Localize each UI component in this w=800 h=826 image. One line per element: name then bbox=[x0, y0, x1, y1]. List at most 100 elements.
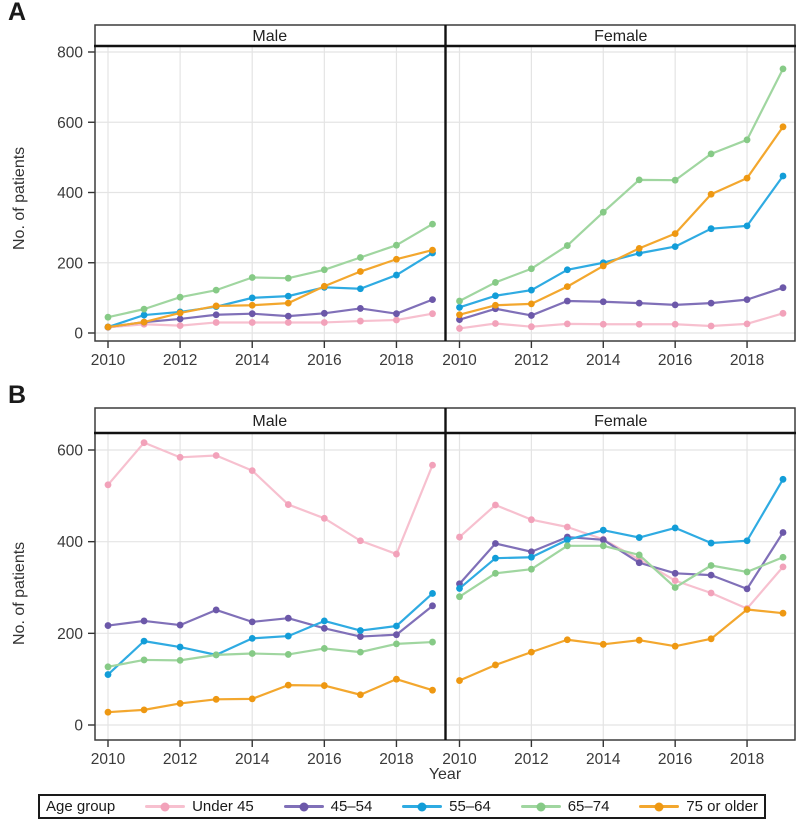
data-point bbox=[429, 310, 436, 318]
x-tick-label: 2018 bbox=[730, 352, 764, 369]
data-point bbox=[248, 634, 256, 642]
data-point bbox=[284, 651, 292, 658]
data-point bbox=[320, 514, 328, 522]
data-point bbox=[492, 661, 499, 669]
legend-item-75-or-older: 75 or older bbox=[639, 798, 758, 815]
data-point bbox=[248, 310, 256, 318]
data-point bbox=[356, 627, 364, 634]
data-point bbox=[320, 617, 328, 625]
facet-strip-label: Female bbox=[594, 413, 647, 430]
data-point bbox=[284, 681, 292, 689]
data-point bbox=[248, 274, 256, 281]
data-point bbox=[212, 452, 220, 459]
data-point bbox=[176, 643, 184, 651]
panel-a-letter: A bbox=[8, 0, 27, 26]
data-point bbox=[284, 614, 292, 622]
facet-strip-label: Male bbox=[252, 28, 287, 45]
data-point bbox=[527, 648, 535, 656]
x-tick-label: 2018 bbox=[379, 751, 413, 766]
data-point bbox=[563, 536, 571, 544]
data-point bbox=[248, 294, 256, 302]
data-point bbox=[492, 569, 499, 577]
series-line bbox=[106, 592, 434, 676]
data-point bbox=[779, 123, 787, 131]
data-point bbox=[284, 319, 292, 326]
data-point bbox=[707, 225, 715, 233]
data-point bbox=[320, 645, 328, 652]
data-point bbox=[140, 637, 148, 645]
data-point bbox=[635, 636, 643, 644]
data-point bbox=[140, 318, 148, 326]
data-point bbox=[320, 309, 328, 317]
data-point bbox=[176, 700, 184, 707]
data-point bbox=[779, 609, 787, 617]
series-line bbox=[458, 67, 785, 303]
series-line bbox=[106, 223, 434, 319]
data-point bbox=[429, 220, 436, 228]
data-point bbox=[393, 631, 400, 639]
data-point bbox=[599, 320, 607, 328]
data-point bbox=[104, 313, 112, 321]
data-point bbox=[492, 301, 499, 309]
data-point bbox=[671, 577, 679, 585]
data-point bbox=[563, 297, 571, 305]
facet-strip-label: Male bbox=[252, 413, 287, 430]
x-tick-label: 2014 bbox=[235, 352, 270, 369]
data-point bbox=[671, 584, 679, 591]
data-point bbox=[707, 299, 715, 307]
data-point bbox=[563, 636, 571, 644]
series-line bbox=[106, 249, 434, 329]
data-point bbox=[140, 311, 148, 319]
data-point bbox=[456, 325, 463, 332]
data-point bbox=[563, 266, 571, 274]
series-line bbox=[106, 604, 434, 638]
x-tick-label: 2014 bbox=[586, 352, 621, 369]
data-point bbox=[284, 292, 292, 300]
data-point bbox=[779, 529, 787, 536]
data-point bbox=[492, 554, 499, 562]
x-tick-label: 2010 bbox=[91, 352, 126, 369]
line-marker-swatch-icon bbox=[283, 802, 324, 811]
data-point bbox=[356, 633, 364, 640]
series-line bbox=[106, 441, 434, 556]
x-tick-label: 2014 bbox=[235, 751, 270, 766]
series-line bbox=[106, 640, 434, 668]
data-point bbox=[356, 285, 364, 293]
x-tick-label: 2012 bbox=[514, 751, 548, 766]
data-point bbox=[743, 174, 751, 182]
data-point bbox=[393, 241, 400, 249]
data-point bbox=[779, 172, 787, 180]
data-point bbox=[176, 656, 184, 664]
x-tick-label: 2012 bbox=[163, 352, 197, 369]
series-line bbox=[106, 312, 434, 329]
line-marker-swatch-icon bbox=[145, 802, 186, 811]
data-point bbox=[671, 524, 679, 532]
data-point bbox=[429, 686, 436, 694]
data-point bbox=[176, 453, 184, 461]
data-point bbox=[743, 568, 751, 576]
series-line bbox=[458, 608, 785, 682]
data-point bbox=[356, 537, 364, 545]
data-point bbox=[140, 656, 148, 664]
y-tick-label: 200 bbox=[57, 255, 83, 272]
data-point bbox=[456, 311, 463, 319]
x-tick-label: 2016 bbox=[307, 751, 341, 766]
data-point bbox=[707, 589, 715, 597]
data-point bbox=[743, 537, 751, 545]
data-point bbox=[429, 246, 436, 254]
data-point bbox=[212, 651, 220, 659]
x-tick-label: 2016 bbox=[307, 352, 341, 369]
data-point bbox=[599, 640, 607, 648]
data-point bbox=[320, 266, 328, 274]
data-point bbox=[212, 606, 220, 614]
data-point bbox=[356, 305, 364, 312]
data-point bbox=[140, 617, 148, 625]
data-point bbox=[284, 312, 292, 320]
data-point bbox=[320, 624, 328, 632]
data-point bbox=[707, 635, 715, 643]
y-tick-label: 400 bbox=[57, 534, 83, 551]
x-tick-label: 2010 bbox=[442, 352, 477, 369]
legend-item-label: 45–54 bbox=[330, 798, 373, 815]
data-point bbox=[356, 691, 364, 699]
data-point bbox=[671, 569, 679, 577]
